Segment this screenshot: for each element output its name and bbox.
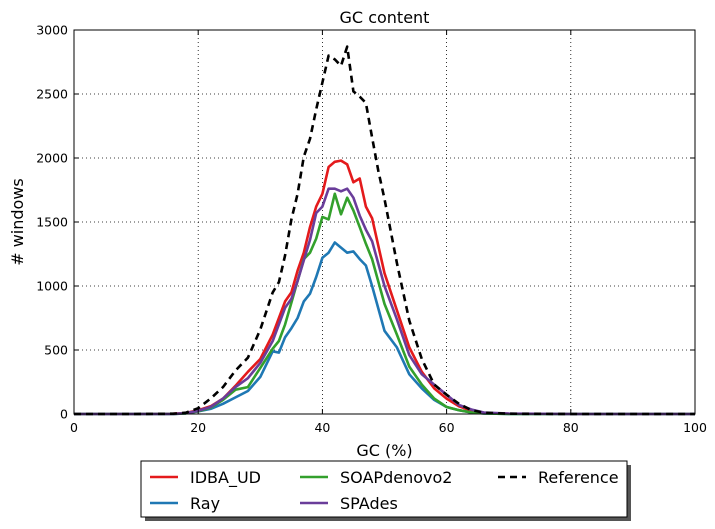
plot-frame (73, 29, 696, 415)
y-tick-label: 2000 (36, 151, 68, 166)
y-tick-label: 3000 (36, 23, 68, 38)
legend-label: Ray (190, 494, 220, 513)
y-tick-label: 500 (44, 343, 68, 358)
legend-label: Reference (538, 468, 619, 487)
y-tick-label: 1000 (36, 279, 68, 294)
x-tick-label: 40 (314, 420, 330, 435)
x-tick-label: 100 (683, 420, 707, 435)
legend: IDBA_UD Ray SOAPdenovo2 SPAdes Reference (140, 460, 631, 521)
x-tick-label: 80 (563, 420, 579, 435)
legend-label: SPAdes (340, 494, 398, 513)
x-tick-label: 20 (190, 420, 206, 435)
legend-label: IDBA_UD (190, 468, 261, 488)
legend-label: SOAPdenovo2 (340, 468, 452, 487)
x-tick-label: 0 (70, 420, 78, 435)
legend-box (140, 460, 628, 518)
series-line-reference (74, 45, 695, 416)
chart-title: GC content (340, 8, 430, 27)
x-tick-label: 60 (439, 420, 455, 435)
y-axis-label: # windows (8, 178, 27, 266)
y-tick-label: 1500 (36, 215, 68, 230)
x-axis-label: GC (%) (356, 441, 412, 460)
y-tick-label: 2500 (36, 87, 68, 102)
series-line-soapdenovo2 (74, 192, 695, 416)
y-tick-label: 0 (60, 407, 68, 422)
